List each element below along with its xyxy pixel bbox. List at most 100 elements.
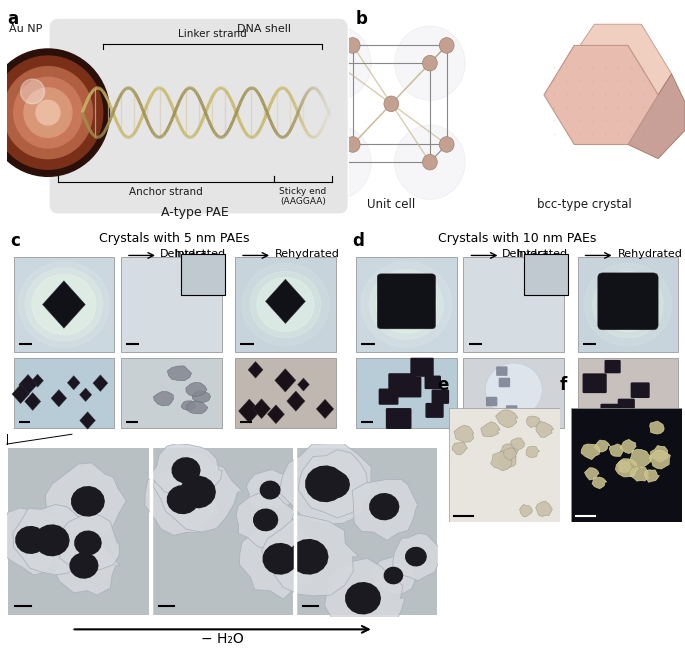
Text: A-type PAE: A-type PAE (162, 206, 229, 219)
Circle shape (593, 271, 663, 338)
Circle shape (485, 363, 543, 417)
Text: Au NP: Au NP (9, 24, 42, 34)
Polygon shape (325, 558, 405, 639)
Bar (121, 257, 222, 352)
Text: Unit cell: Unit cell (367, 197, 415, 210)
Polygon shape (490, 451, 512, 471)
Circle shape (36, 101, 60, 125)
Polygon shape (275, 369, 296, 392)
Text: Dehydrated: Dehydrated (160, 249, 225, 259)
FancyBboxPatch shape (601, 404, 619, 419)
Circle shape (345, 136, 360, 152)
Text: b: b (356, 10, 368, 28)
FancyBboxPatch shape (631, 383, 649, 398)
Circle shape (584, 263, 671, 345)
Polygon shape (79, 388, 92, 402)
Polygon shape (262, 515, 359, 596)
Polygon shape (481, 422, 500, 437)
Circle shape (423, 154, 437, 170)
Bar (295, 449, 436, 615)
Polygon shape (93, 375, 108, 391)
FancyBboxPatch shape (605, 360, 621, 374)
Circle shape (361, 262, 451, 347)
Polygon shape (619, 460, 631, 472)
Polygon shape (246, 470, 297, 509)
Circle shape (439, 136, 454, 152)
Circle shape (329, 154, 343, 170)
Polygon shape (352, 479, 419, 541)
Text: Intact: Intact (175, 249, 207, 259)
Circle shape (24, 88, 72, 137)
Circle shape (21, 79, 45, 104)
Polygon shape (279, 443, 371, 524)
Polygon shape (520, 504, 532, 517)
FancyBboxPatch shape (49, 19, 347, 214)
Text: Intact: Intact (517, 249, 549, 259)
Polygon shape (369, 493, 399, 520)
Polygon shape (167, 366, 192, 381)
Bar (464, 358, 564, 428)
Circle shape (25, 268, 103, 341)
Polygon shape (180, 475, 216, 508)
Text: Rehydrated: Rehydrated (618, 249, 683, 259)
Polygon shape (45, 463, 127, 540)
Polygon shape (248, 362, 263, 378)
Polygon shape (651, 445, 668, 462)
Circle shape (257, 278, 314, 332)
Polygon shape (153, 452, 243, 532)
FancyBboxPatch shape (410, 358, 434, 377)
Polygon shape (238, 399, 260, 423)
Text: Crystals with 10 nm PAEs: Crystals with 10 nm PAEs (438, 232, 597, 245)
Polygon shape (645, 470, 660, 483)
Polygon shape (150, 443, 222, 500)
FancyBboxPatch shape (499, 377, 510, 387)
Polygon shape (287, 391, 305, 411)
FancyBboxPatch shape (425, 375, 441, 389)
Text: Dehydrated: Dehydrated (502, 249, 568, 259)
Polygon shape (345, 582, 381, 614)
Circle shape (18, 262, 109, 347)
Circle shape (423, 56, 437, 71)
Polygon shape (239, 525, 325, 599)
Polygon shape (306, 466, 346, 502)
Polygon shape (544, 46, 658, 144)
Bar (121, 358, 222, 428)
Polygon shape (370, 556, 416, 595)
FancyBboxPatch shape (496, 366, 508, 376)
Polygon shape (186, 383, 207, 397)
Polygon shape (452, 442, 468, 455)
Polygon shape (253, 509, 278, 532)
Bar (356, 358, 457, 428)
Polygon shape (262, 543, 298, 575)
Bar (8, 449, 149, 615)
Polygon shape (316, 399, 334, 419)
Polygon shape (393, 534, 443, 581)
Polygon shape (584, 468, 599, 480)
Polygon shape (405, 547, 427, 567)
Polygon shape (536, 421, 553, 438)
Text: a: a (8, 10, 18, 28)
Polygon shape (581, 444, 600, 460)
Polygon shape (649, 421, 664, 434)
Text: e: e (438, 376, 449, 394)
Text: f: f (560, 376, 566, 394)
Polygon shape (172, 457, 201, 483)
Circle shape (301, 125, 371, 199)
Circle shape (301, 26, 371, 101)
Circle shape (369, 270, 443, 340)
Polygon shape (649, 451, 671, 469)
Bar (577, 257, 678, 352)
Bar (577, 358, 678, 428)
Polygon shape (610, 444, 623, 456)
Text: − H₂O: − H₂O (201, 632, 244, 646)
Circle shape (32, 274, 96, 334)
Text: d: d (353, 232, 364, 249)
Polygon shape (51, 390, 66, 407)
Bar (235, 358, 336, 428)
Text: Linker strand: Linker strand (178, 29, 247, 39)
Polygon shape (0, 508, 64, 575)
Bar (356, 257, 457, 352)
Polygon shape (595, 440, 610, 452)
Circle shape (384, 96, 399, 112)
Text: Anchor strand: Anchor strand (129, 187, 203, 197)
